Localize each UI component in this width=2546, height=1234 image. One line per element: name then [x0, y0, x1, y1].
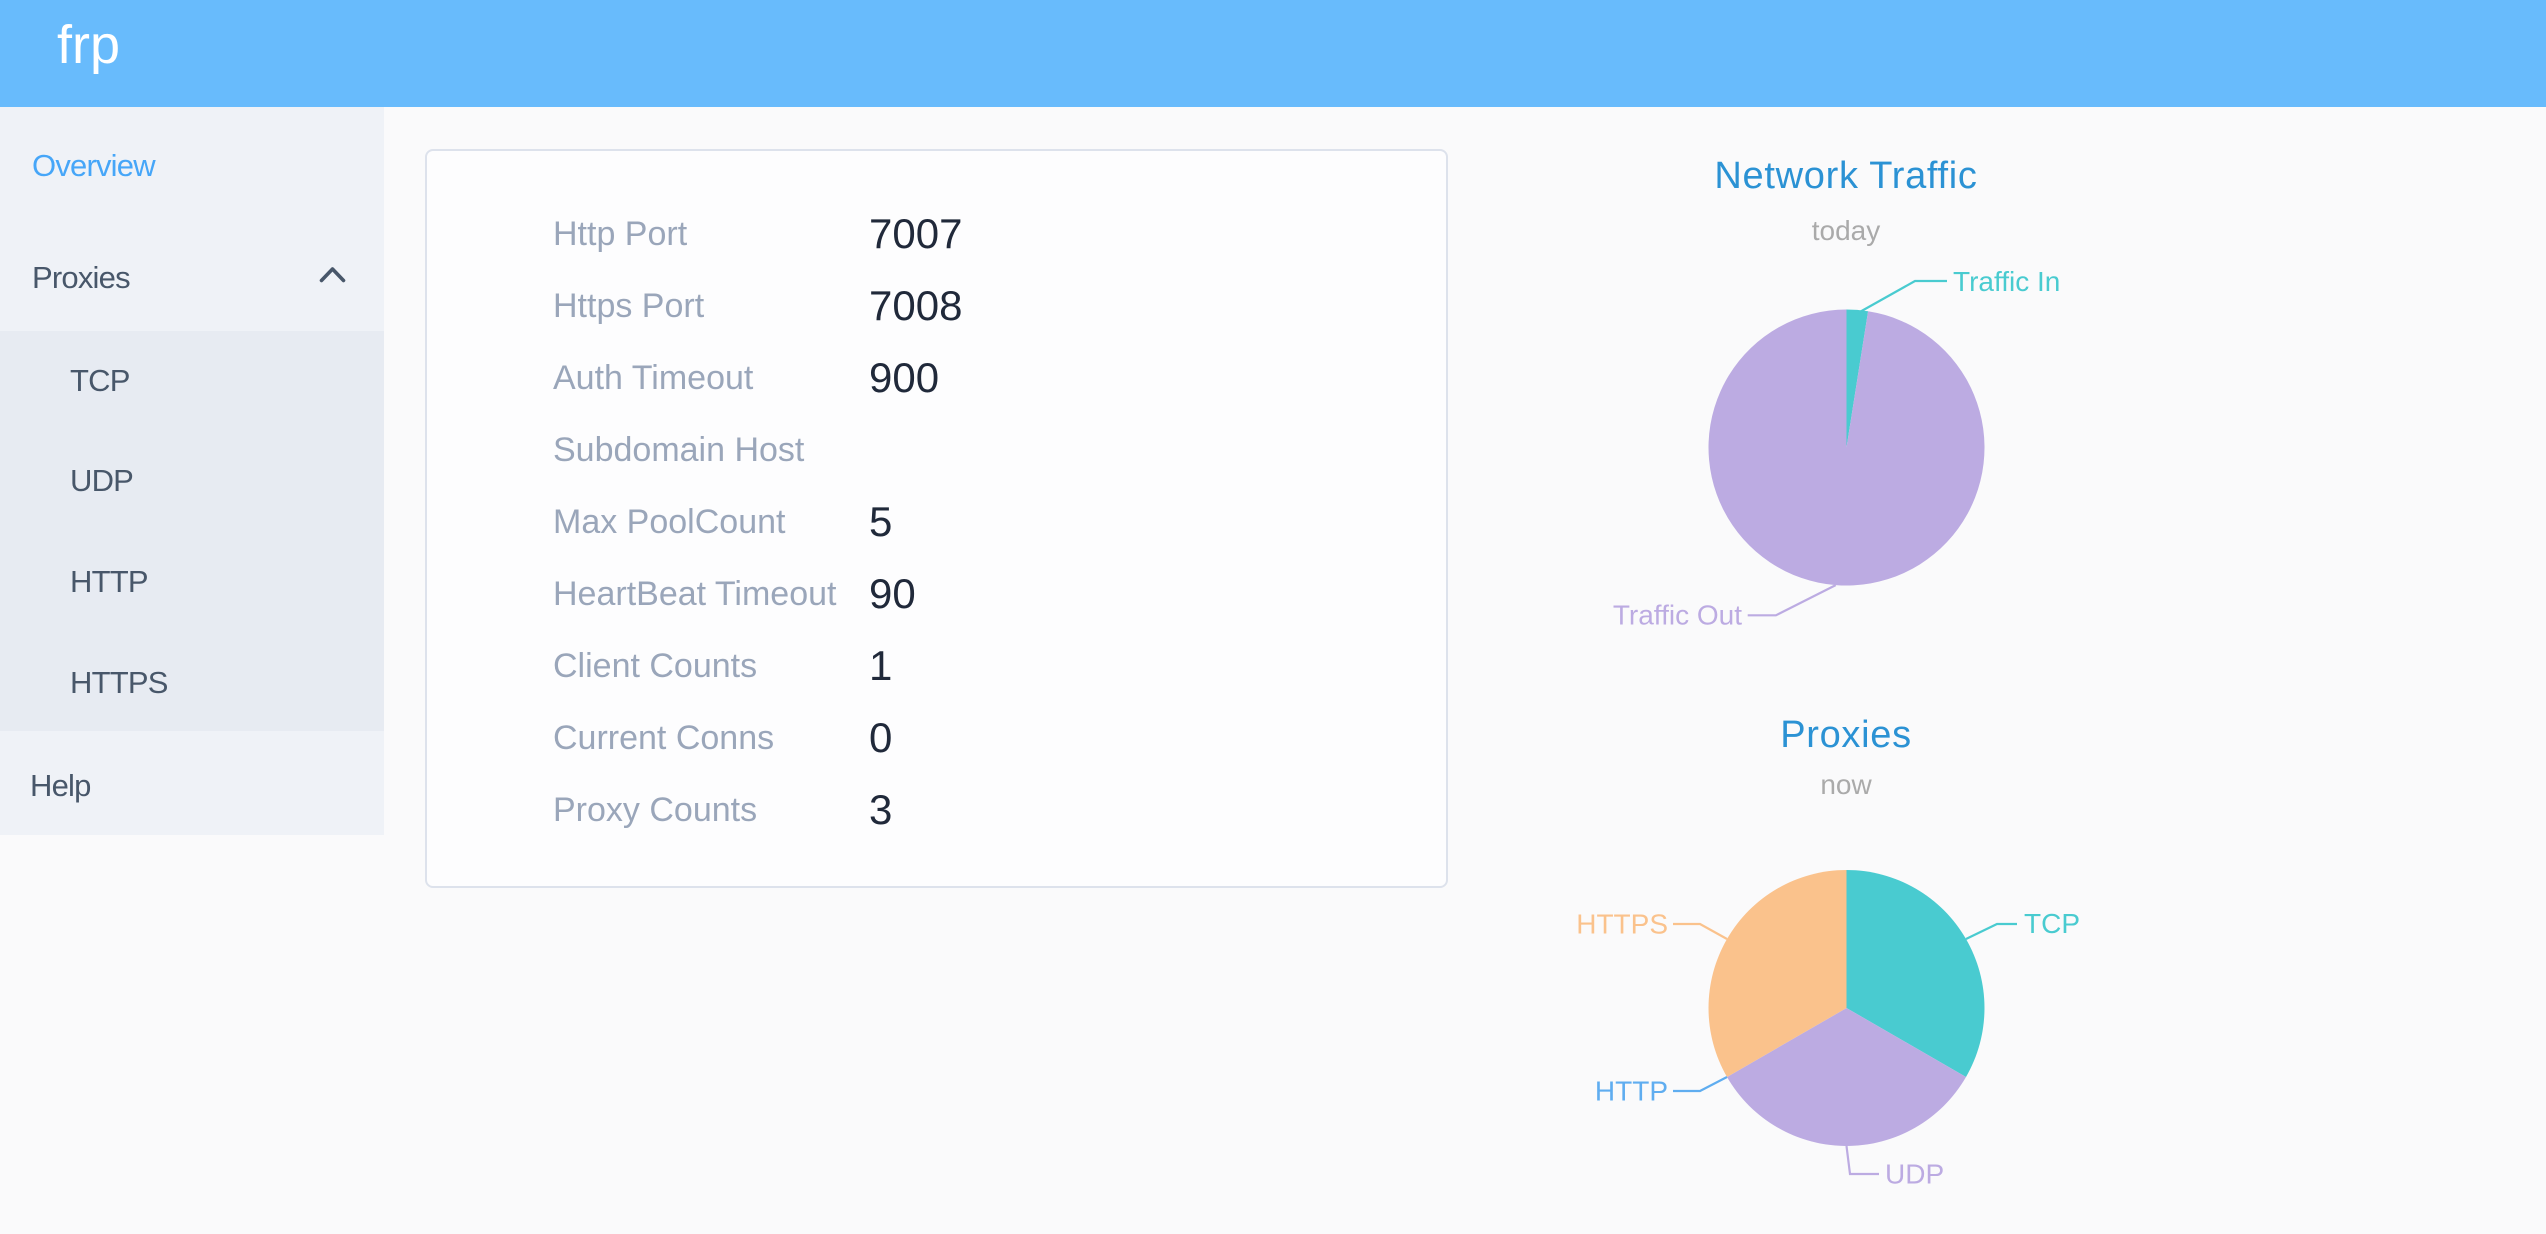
svg-text:HTTP: HTTP: [1595, 1076, 1668, 1107]
svg-text:UDP: UDP: [1885, 1159, 1944, 1190]
svg-text:TCP: TCP: [2024, 908, 2080, 939]
svg-text:Traffic In: Traffic In: [1953, 266, 2060, 297]
svg-text:HTTPS: HTTPS: [1576, 909, 1668, 940]
svg-text:Traffic Out: Traffic Out: [1613, 600, 1742, 631]
